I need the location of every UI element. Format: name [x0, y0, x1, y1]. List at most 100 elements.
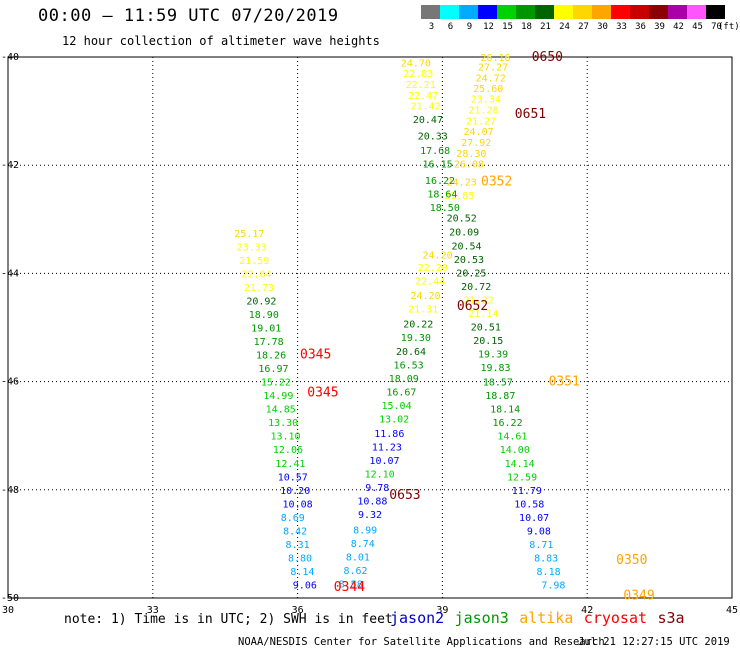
colorbar-label: 39 — [654, 22, 665, 32]
pass-time-label: 0352 — [481, 174, 512, 189]
swh-value: 9.32 — [358, 510, 382, 521]
colorbar-swatch — [668, 5, 687, 19]
swh-value: 21.28 — [468, 105, 498, 116]
colorbar-label: 45 — [692, 22, 703, 32]
y-tick-label: -48 — [1, 485, 19, 496]
swh-value: 15.04 — [381, 401, 411, 412]
swh-value: 18.26 — [256, 351, 286, 362]
swh-value: 16.97 — [258, 364, 288, 375]
swh-value: 10.20 — [280, 486, 310, 497]
x-tick-label: 30 — [2, 605, 14, 616]
swh-value: 18.90 — [249, 310, 279, 321]
colorbar-swatch — [516, 5, 535, 19]
colorbar-unit: (ft) — [718, 22, 740, 32]
swh-value: 24.72 — [476, 74, 506, 85]
swh-value: 11.86 — [374, 429, 404, 440]
swh-value: 20.52 — [447, 214, 477, 225]
generated-timestamp: Jul 21 12:27:15 UTC 2019 — [578, 636, 730, 648]
swh-value: 16.53 — [394, 360, 424, 371]
colorbar-label: 27 — [578, 22, 589, 32]
swh-value: 8.83 — [534, 553, 558, 564]
swh-value: 11.79 — [512, 486, 542, 497]
colorbar-label: 6 — [447, 22, 454, 32]
y-tick-label: -40 — [1, 52, 19, 63]
map-frame — [7, 56, 733, 599]
swh-value: 18.14 — [490, 405, 520, 416]
swh-value: 15.22 — [261, 378, 291, 389]
swh-value: 19.01 — [251, 324, 281, 335]
swh-value: 22.83 — [403, 69, 433, 80]
colorbar-label: 15 — [502, 22, 513, 32]
swh-value: 23.34 — [471, 95, 501, 106]
footnote: note: 1) Time is in UTC; 2) SWH is in fe… — [64, 612, 393, 627]
swh-value: 13.02 — [379, 414, 409, 425]
swh-value: 13.30 — [268, 418, 298, 429]
swh-value: 8.42 — [283, 526, 307, 537]
swh-value: 21.42 — [410, 102, 440, 113]
colorbar-swatch — [535, 5, 554, 19]
swh-value: 9.06 — [293, 580, 317, 591]
swh-value: 20.54 — [451, 241, 481, 252]
pass-time-label: 0345 — [307, 385, 338, 400]
legend-entry-altika: altika — [519, 609, 574, 627]
swh-value: 20.64 — [396, 347, 426, 358]
swh-value: 18.50 — [430, 203, 460, 214]
swh-value: 21.31 — [408, 305, 438, 316]
swh-value: 20.72 — [461, 282, 491, 293]
colorbar-label: 3 — [428, 22, 435, 32]
swh-value: 9.78 — [365, 483, 389, 494]
colorbar-label: 42 — [673, 22, 684, 32]
x-tick-label: 36 — [292, 605, 304, 616]
swh-value: 22.47 — [408, 91, 438, 102]
x-tick-label: 39 — [436, 605, 448, 616]
x-tick-label: 33 — [147, 605, 159, 616]
swh-value: 24.07 — [464, 127, 494, 138]
y-tick-label: -50 — [1, 593, 19, 604]
swh-value: 21.73 — [244, 283, 274, 294]
swh-value: 8.69 — [281, 513, 305, 524]
swh-value: 21.59 — [239, 256, 269, 267]
swh-value: 24.20 — [410, 291, 440, 302]
swh-value: 18.57 — [483, 378, 513, 389]
swh-value: 8.14 — [290, 567, 314, 578]
swh-value: 20.09 — [449, 228, 479, 239]
swh-value: 8.01 — [346, 552, 370, 563]
swh-value: 27.92 — [461, 138, 491, 149]
swh-value: 10.88 — [357, 497, 387, 508]
swh-value: 18.87 — [485, 391, 515, 402]
pass-time-label: 0349 — [623, 588, 654, 603]
swh-value: 24.23 — [447, 177, 477, 188]
swh-value: 8.99 — [353, 525, 377, 536]
swh-value: 25.17 — [234, 229, 264, 240]
y-tick-label: -44 — [1, 268, 19, 279]
x-tick-label: 42 — [581, 605, 593, 616]
swh-value: 7.98 — [541, 580, 565, 591]
swh-value: 8.58 — [339, 579, 363, 590]
swh-value: 25.60 — [473, 84, 503, 95]
legend-entry-jason2: jason2 — [390, 609, 445, 627]
swh-value: 18.64 — [427, 189, 457, 200]
swh-value: 12.41 — [275, 459, 305, 470]
colorbar-swatch — [478, 5, 497, 19]
colorbar-label: 21 — [540, 22, 551, 32]
pass-time-label: 0344 — [334, 580, 365, 595]
legend-entry-cryosat: cryosat — [583, 609, 648, 627]
colorbar-swatch — [421, 5, 440, 19]
swh-value: 17.78 — [254, 337, 284, 348]
pass-time-label: 0653 — [389, 488, 420, 503]
swh-value: 8.18 — [537, 567, 561, 578]
swh-value: 10.58 — [514, 499, 544, 510]
swh-value: 8.31 — [286, 540, 310, 551]
colorbar-label: 36 — [635, 22, 646, 32]
swh-value: 16.22 — [425, 176, 455, 187]
pass-time-label: 0351 — [549, 375, 580, 390]
swh-value: 14.00 — [500, 445, 530, 456]
colorbar-swatch — [687, 5, 706, 19]
swh-value: 21.85 — [444, 191, 474, 202]
page-subtitle: 12 hour collection of altimeter wave hei… — [62, 34, 380, 48]
swh-value: 18.09 — [389, 374, 419, 385]
swh-value: 24.70 — [401, 58, 431, 69]
swh-value: 19.83 — [480, 363, 510, 374]
swh-value: 11.23 — [372, 443, 402, 454]
